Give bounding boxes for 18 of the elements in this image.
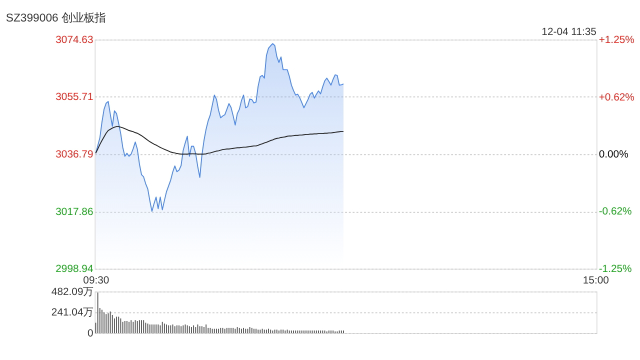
text: 12-04 11:35 — [542, 26, 597, 38]
y2-tick-label: 0.00% — [598, 149, 628, 160]
y2-tick-label: -1.25% — [598, 264, 632, 276]
y-tick-label: 3074.63 — [56, 34, 94, 46]
x-tick-label: 15:00 — [582, 275, 610, 286]
y-tick-label: 2998.94 — [56, 264, 94, 276]
y-tick-label: 241.04万 — [51, 308, 94, 319]
y-tick-label: 3017.86 — [56, 206, 94, 218]
y2-tick-label: +1.25% — [598, 34, 634, 46]
x-tick-label: 09:30 — [83, 275, 110, 286]
y2-tick-label: -0.62% — [598, 206, 632, 218]
chart-title: SZ399006 创业板指 — [6, 12, 106, 25]
y2-tick-label: +0.62% — [598, 92, 634, 104]
y-tick-label: 0 — [87, 328, 94, 340]
y-tick-label: 482.09万 — [51, 286, 94, 298]
y-tick-label: 3036.79 — [56, 149, 94, 160]
y-tick-label: 3055.71 — [56, 92, 94, 104]
line-series — [95, 126, 344, 155]
